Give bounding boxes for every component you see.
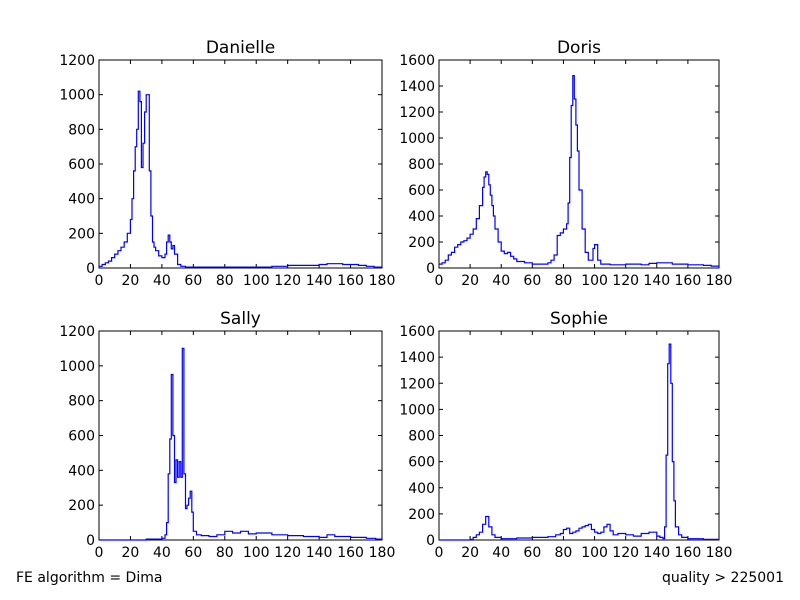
y-tick-label: 0 <box>86 261 95 277</box>
x-tick-label: 60 <box>523 273 541 289</box>
x-tick-label: 80 <box>216 273 234 289</box>
y-tick-label: 200 <box>68 226 95 242</box>
y-tick-label: 600 <box>68 429 95 445</box>
x-tick-label: 60 <box>184 545 202 561</box>
x-tick-label: 180 <box>706 545 733 561</box>
x-tick-label: 140 <box>643 545 670 561</box>
histogram-step-line <box>439 343 720 541</box>
x-tick-label: 40 <box>492 545 510 561</box>
subplot-sally: Sally 0 20 40 60 80 100 120 140 160 180 0 200 400 600 8… <box>59 309 395 561</box>
subplot-sophie: Sophie 0 20 40 60 80 100 120 140 160 180 0 200 400 600… <box>399 309 732 561</box>
x-tick-label: 80 <box>555 273 573 289</box>
y-tick-label: 1000 <box>59 359 95 375</box>
chart-title: Doris <box>557 38 601 58</box>
x-tick-label: 180 <box>369 273 396 289</box>
y-tick-label: 200 <box>408 507 435 523</box>
x-tick-label: 100 <box>243 545 270 561</box>
y-tick-label: 400 <box>68 463 95 479</box>
x-tick-label: 100 <box>243 273 270 289</box>
x-tick-label: 140 <box>643 273 670 289</box>
x-tick-label: 160 <box>337 545 364 561</box>
y-tick-label: 0 <box>426 261 435 277</box>
histogram-step-line <box>99 347 383 541</box>
y-tick-label: 200 <box>408 235 435 251</box>
y-tick-label: 800 <box>408 157 435 173</box>
y-tick-label: 1000 <box>399 402 435 418</box>
x-tick-label: 160 <box>675 273 702 289</box>
axes-frame <box>438 330 720 541</box>
chart-title: Sophie <box>550 309 608 329</box>
histogram-step-line <box>99 90 383 268</box>
y-tick-label: 1000 <box>399 131 435 147</box>
x-tick-label: 0 <box>435 273 444 289</box>
y-tick-label: 600 <box>408 183 435 199</box>
x-tick-label: 0 <box>435 545 444 561</box>
y-tick-label: 1200 <box>399 105 435 121</box>
y-tick-label: 1200 <box>399 376 435 392</box>
y-tick-label: 1600 <box>399 324 435 340</box>
x-tick-label: 40 <box>153 545 171 561</box>
y-tick-label: 800 <box>68 394 95 410</box>
y-tick-label: 200 <box>68 498 95 514</box>
x-tick-label: 120 <box>274 545 301 561</box>
y-tick-label: 400 <box>408 209 435 225</box>
y-tick-label: 1400 <box>399 350 435 366</box>
x-tick-label: 20 <box>461 273 479 289</box>
x-tick-label: 0 <box>95 273 104 289</box>
subplot-doris: Doris 0 20 40 60 80 100 120 140 160 180 0 200 400 600 8… <box>399 38 732 289</box>
x-tick-label: 20 <box>122 545 140 561</box>
x-tick-label: 140 <box>306 545 333 561</box>
x-tick-label: 80 <box>555 545 573 561</box>
y-tick-label: 1200 <box>59 53 95 69</box>
subplot-danielle: Danielle 0 20 40 60 80 100 120 140 160 180 0 200 400 6… <box>59 38 395 289</box>
chart-title: Danielle <box>206 38 275 58</box>
y-tick-label: 1000 <box>59 88 95 104</box>
y-tick-label: 400 <box>408 481 435 497</box>
y-tick-label: 600 <box>68 157 95 173</box>
axes-frame <box>98 330 383 541</box>
x-tick-label: 0 <box>95 545 104 561</box>
y-tick-label: 400 <box>68 192 95 208</box>
x-tick-label: 160 <box>675 545 702 561</box>
x-tick-label: 20 <box>461 545 479 561</box>
x-tick-label: 60 <box>523 545 541 561</box>
x-tick-label: 180 <box>706 273 733 289</box>
x-tick-label: 60 <box>184 273 202 289</box>
y-tick-label: 0 <box>426 533 435 549</box>
footer-quality-label: quality > 225001 <box>662 570 784 586</box>
y-tick-label: 800 <box>68 122 95 138</box>
y-tick-label: 600 <box>408 455 435 471</box>
x-tick-label: 20 <box>122 273 140 289</box>
x-tick-label: 180 <box>369 545 396 561</box>
x-tick-label: 40 <box>492 273 510 289</box>
x-tick-label: 100 <box>581 545 608 561</box>
y-tick-label: 0 <box>86 533 95 549</box>
footer-algorithm-label: FE algorithm = Dima <box>16 570 163 586</box>
x-tick-label: 100 <box>581 273 608 289</box>
y-tick-label: 1200 <box>59 324 95 340</box>
histogram-step-line <box>439 75 720 268</box>
x-tick-label: 140 <box>306 273 333 289</box>
y-tick-label: 1400 <box>399 79 435 95</box>
y-tick-label: 1600 <box>399 53 435 69</box>
x-tick-label: 40 <box>153 273 171 289</box>
x-tick-label: 120 <box>612 273 639 289</box>
x-tick-label: 80 <box>216 545 234 561</box>
y-tick-label: 800 <box>408 429 435 445</box>
x-tick-label: 160 <box>337 273 364 289</box>
chart-title: Sally <box>220 309 261 329</box>
x-tick-label: 120 <box>274 273 301 289</box>
x-tick-label: 120 <box>612 545 639 561</box>
